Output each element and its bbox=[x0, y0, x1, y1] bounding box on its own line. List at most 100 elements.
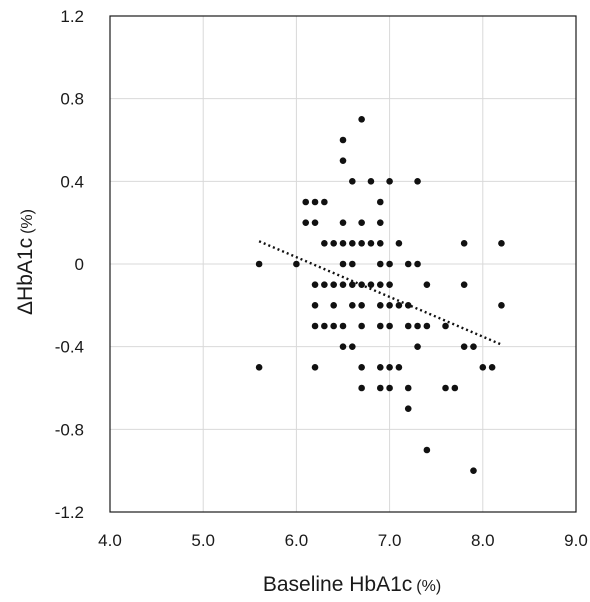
x-tick-label: 8.0 bbox=[471, 531, 495, 550]
data-point bbox=[376, 281, 384, 288]
data-point bbox=[470, 343, 477, 350]
trendline bbox=[258, 240, 502, 346]
y-tick-label: 0.4 bbox=[60, 172, 84, 191]
data-point bbox=[386, 178, 393, 185]
data-point bbox=[339, 281, 347, 288]
data-point bbox=[376, 219, 384, 226]
data-point bbox=[386, 281, 393, 288]
data-point bbox=[311, 322, 319, 330]
y-tick-label: 0 bbox=[75, 255, 84, 274]
data-point bbox=[498, 302, 505, 309]
data-point bbox=[423, 281, 431, 288]
x-tick-label: 7.0 bbox=[378, 531, 402, 550]
y-tick-label: -0.4 bbox=[55, 338, 84, 357]
data-point bbox=[376, 364, 384, 371]
data-point bbox=[339, 136, 347, 144]
data-point bbox=[367, 178, 375, 185]
data-point bbox=[321, 322, 328, 330]
data-point bbox=[414, 343, 421, 350]
data-point bbox=[349, 281, 356, 288]
x-tick-label: 9.0 bbox=[564, 531, 588, 550]
data-point bbox=[376, 302, 384, 309]
data-point bbox=[311, 219, 319, 226]
y-axis-title: ΔHbA1c (%) bbox=[14, 209, 37, 315]
data-point bbox=[330, 302, 337, 309]
y-axis-label: ΔHbA1c bbox=[14, 238, 37, 315]
data-point bbox=[311, 281, 319, 288]
data-point bbox=[404, 384, 412, 392]
data-point bbox=[321, 240, 328, 247]
data-point bbox=[376, 240, 384, 247]
x-axis-label: Baseline HbA1c bbox=[263, 573, 412, 596]
data-point bbox=[414, 260, 421, 268]
data-point bbox=[376, 198, 384, 206]
data-point bbox=[404, 405, 412, 412]
x-tick-label: 4.0 bbox=[98, 531, 122, 550]
data-point bbox=[442, 322, 449, 330]
data-point bbox=[386, 384, 393, 392]
data-point bbox=[386, 302, 393, 309]
x-tick-labels: 4.0 5.0 6.0 7.0 8.0 9.0 bbox=[98, 531, 588, 550]
data-point bbox=[302, 219, 310, 226]
data-point bbox=[358, 302, 365, 309]
data-point bbox=[395, 364, 403, 371]
data-point bbox=[311, 364, 319, 371]
data-point bbox=[321, 281, 328, 288]
data-point bbox=[339, 157, 347, 164]
data-point bbox=[358, 219, 365, 226]
x-axis-title: Baseline HbA1c (%) bbox=[263, 573, 441, 596]
data-point bbox=[358, 240, 365, 247]
data-point bbox=[442, 384, 449, 392]
data-point bbox=[330, 322, 337, 330]
plot-frame bbox=[109, 15, 577, 513]
data-point bbox=[460, 281, 468, 288]
data-point bbox=[376, 384, 384, 392]
data-point bbox=[395, 302, 403, 309]
data-point bbox=[339, 322, 347, 330]
data-point bbox=[358, 116, 365, 123]
x-tick-label: 5.0 bbox=[191, 531, 215, 550]
x-axis-unit: (%) bbox=[416, 578, 441, 595]
data-point bbox=[498, 240, 505, 247]
data-point bbox=[330, 240, 337, 247]
y-tick-label: -1.2 bbox=[55, 503, 84, 522]
data-point bbox=[414, 178, 421, 185]
y-axis-unit: (%) bbox=[19, 209, 36, 234]
data-point bbox=[349, 302, 356, 309]
data-point bbox=[358, 384, 365, 392]
data-point bbox=[404, 260, 412, 268]
data-point bbox=[255, 364, 263, 371]
data-point bbox=[404, 322, 412, 330]
y-tick-labels: 1.2 0.8 0.4 0 -0.4 -0.8 -1.2 bbox=[55, 7, 84, 522]
data-point bbox=[460, 343, 468, 350]
data-point bbox=[339, 240, 347, 247]
data-point bbox=[479, 364, 487, 371]
data-point bbox=[376, 322, 384, 330]
data-point bbox=[321, 198, 328, 206]
data-point bbox=[349, 343, 356, 350]
data-point bbox=[404, 302, 412, 309]
data-point bbox=[311, 302, 319, 309]
data-point bbox=[367, 240, 375, 247]
data-point bbox=[358, 364, 365, 371]
data-point bbox=[349, 240, 356, 247]
data-point bbox=[349, 260, 356, 268]
data-point bbox=[386, 260, 393, 268]
data-point bbox=[460, 240, 468, 247]
data-point bbox=[293, 260, 300, 268]
data-point bbox=[330, 281, 337, 288]
data-point bbox=[386, 322, 393, 330]
y-tick-label: -0.8 bbox=[55, 420, 84, 439]
data-point bbox=[470, 467, 477, 474]
data-point bbox=[255, 260, 263, 268]
data-point bbox=[358, 322, 365, 330]
data-point bbox=[423, 446, 431, 454]
data-point bbox=[414, 322, 421, 330]
data-point bbox=[451, 384, 459, 392]
x-tick-label: 6.0 bbox=[285, 531, 309, 550]
data-point bbox=[376, 260, 384, 268]
data-point bbox=[423, 322, 431, 330]
data-point bbox=[339, 260, 347, 268]
data-point bbox=[302, 198, 310, 206]
